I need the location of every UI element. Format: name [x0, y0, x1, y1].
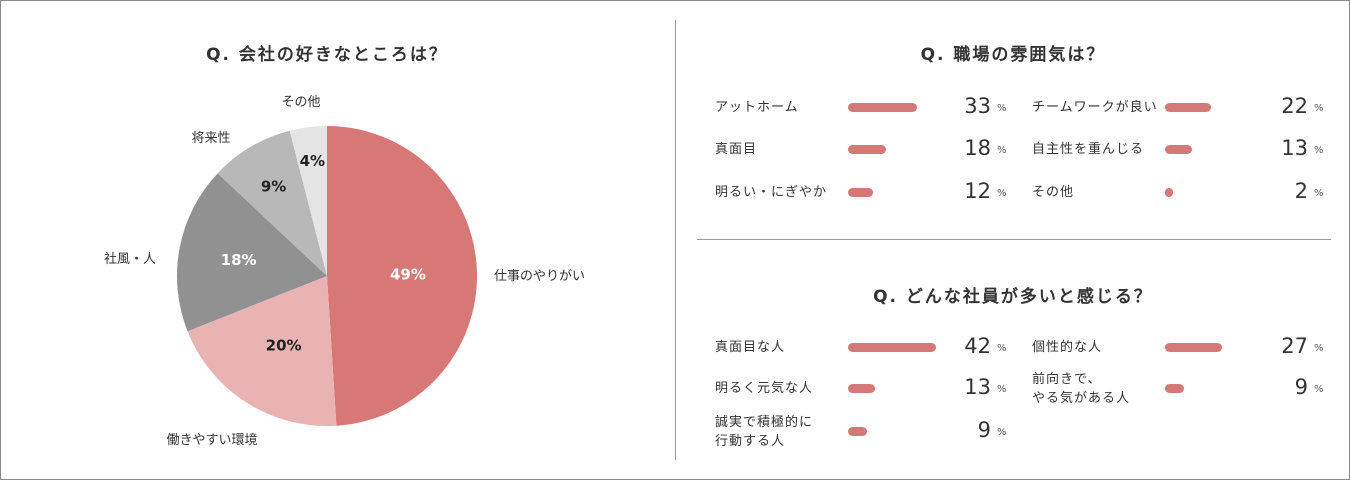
bar-value: 9 — [1294, 375, 1308, 399]
pie-slice-label: 働きやすい環境 — [166, 433, 257, 448]
pie-slice-percent: 4% — [300, 152, 325, 170]
bar-label: 明るい・にぎやか — [715, 185, 828, 201]
bar-label: 前向きで、 やる気がある人 — [1032, 371, 1131, 407]
pie-slice — [176, 173, 327, 332]
bar-value: 13 — [1281, 136, 1308, 160]
atmosphere-chart-title: Q. 職場の雰囲気は？ — [920, 45, 1106, 65]
pie-slice — [327, 126, 477, 426]
bar-label: その他 — [1032, 185, 1075, 201]
bar-label: アットホーム — [715, 100, 799, 116]
bar-unit: % — [997, 343, 1007, 354]
bar-value: 27 — [1281, 334, 1308, 358]
bar-unit: % — [1314, 103, 1324, 114]
bar-label: 個性的な人 — [1032, 340, 1103, 356]
bar — [1165, 145, 1193, 154]
bar — [1165, 384, 1184, 393]
pie-slice-label: 仕事のやりがい — [494, 269, 585, 284]
bar-unit: % — [997, 145, 1007, 156]
bar-value: 42 — [964, 334, 991, 358]
bar-label: 真面目な人 — [715, 340, 786, 356]
pie-slice — [217, 130, 327, 276]
pie-chart: 49% 仕事のやりがい 20% 働きやすい環境 18% 社風・人 9% 将来性 4% その他 — [104, 95, 585, 448]
bar-value: 13 — [964, 375, 991, 399]
pie-chart-title: Q. 会社の好きなところは？ — [206, 45, 448, 65]
bar-unit: % — [1314, 188, 1324, 199]
employees-chart-title: Q. どんな社員が多いと感じる？ — [873, 287, 1153, 307]
bar-value: 9 — [977, 418, 991, 442]
bar — [1165, 343, 1222, 352]
bar-unit: % — [1314, 145, 1324, 156]
bar-label: 自主性を重んじる — [1032, 142, 1145, 158]
pie-slice-label: その他 — [281, 95, 320, 110]
bar-value: 18 — [964, 136, 991, 160]
bar — [1165, 103, 1212, 112]
pie-slice-percent: 20% — [266, 336, 302, 354]
pie-slice — [187, 276, 337, 426]
bar — [848, 384, 876, 393]
pie-slice-percent: 9% — [261, 178, 286, 196]
bar-value: 2 — [1294, 179, 1308, 203]
bar-unit: % — [997, 103, 1007, 114]
bar-value: 22 — [1281, 94, 1308, 118]
bar-unit: % — [997, 427, 1007, 438]
bar-value: 33 — [964, 94, 991, 118]
bar — [848, 427, 867, 436]
pie-slice-label: 社風・人 — [104, 251, 156, 267]
pie-slice-percent: 49% — [390, 265, 426, 283]
bar-label: 誠実で積極的に 行動する人 — [715, 414, 814, 450]
horizontal-divider — [697, 239, 1331, 240]
pie-slice-percent: 18% — [221, 251, 257, 269]
bar-unit: % — [1314, 343, 1324, 354]
bar-unit: % — [1314, 384, 1324, 395]
bar-unit: % — [997, 188, 1007, 199]
bar-label: 真面目 — [715, 142, 758, 158]
bar-unit: % — [997, 384, 1007, 395]
bar-label: 明るく元気な人 — [715, 381, 814, 397]
pie-slice-label: 将来性 — [191, 131, 230, 146]
bar-label: チームワークが良い — [1032, 100, 1158, 116]
bar-value: 12 — [964, 179, 991, 203]
pie-slice — [289, 126, 327, 276]
vertical-divider — [675, 20, 676, 460]
bar — [848, 103, 918, 112]
bar — [1165, 188, 1173, 197]
bar — [848, 145, 886, 154]
bar — [848, 188, 874, 197]
bar — [848, 343, 936, 352]
